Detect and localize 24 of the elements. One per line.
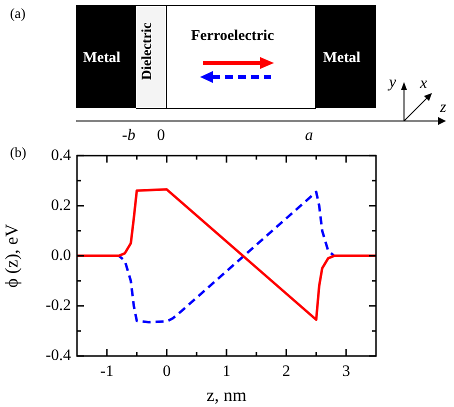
text: Metal [83, 50, 120, 66]
x-tick-label: 2 [282, 362, 290, 380]
x-tick-label: 0 [162, 362, 171, 380]
text: Metal [323, 50, 360, 66]
y-tick-label: -0.2 [46, 297, 71, 314]
x-tick-label: 3 [342, 362, 350, 380]
x-tick-label: 1 [222, 362, 230, 380]
y-tick-label: -0.4 [46, 347, 71, 364]
text: (b) [10, 146, 26, 161]
text: Ferroelectric [191, 28, 274, 44]
x-tick-label: -1 [100, 362, 114, 380]
text: y [389, 74, 396, 91]
y-tick-label: 0.4 [51, 146, 71, 164]
text: -b [122, 127, 136, 144]
text: 0 [157, 127, 165, 144]
text: Dielectric [140, 22, 155, 80]
text: a [305, 127, 313, 144]
y-tick-label: 0.2 [51, 196, 71, 214]
y-axis-title: ϕ (z), eV [2, 224, 22, 288]
x-axis-title: z, nm [206, 384, 246, 405]
text: z [440, 99, 446, 116]
y-tick-label: 0.0 [51, 247, 71, 264]
text: x [420, 75, 428, 92]
text: (a) [10, 7, 26, 22]
